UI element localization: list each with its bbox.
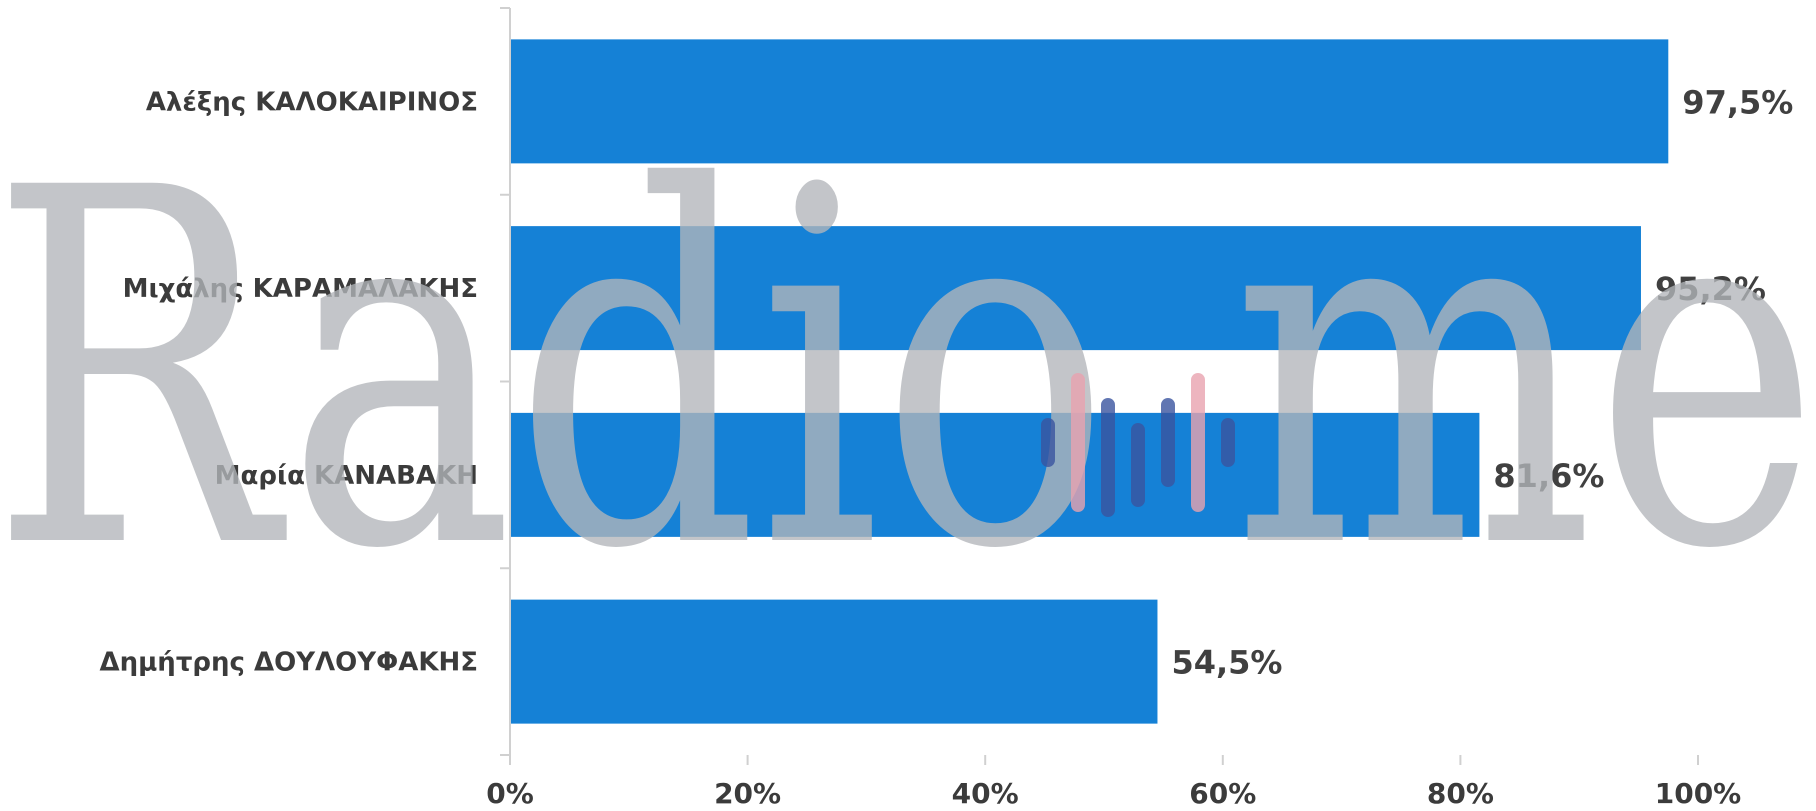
bar xyxy=(510,226,1641,351)
bar xyxy=(510,412,1480,537)
x-tick-label: 80% xyxy=(1427,777,1494,810)
watermark: Radio me xyxy=(0,85,1816,656)
labels-layer: Αλέξης ΚΑΛΟΚΑΙΡΙΝΟΣ 97,5% Μιχάλης ΚΑΡΑΜΑΛΑ… xyxy=(100,83,1794,810)
bars-layer xyxy=(510,39,1669,724)
value-label: 54,5% xyxy=(1171,644,1282,682)
watermark-logo-text: Radio me xyxy=(0,85,1816,656)
value-label: 95,2% xyxy=(1655,270,1766,308)
category-label: Μαρία ΚΑΝΑΒΑΚΗ xyxy=(215,461,478,491)
x-tick-label: 60% xyxy=(1189,777,1256,810)
bar xyxy=(510,39,1669,164)
x-tick-label: 100% xyxy=(1655,777,1742,810)
category-label: Δημήτρης ΔΟΥΛΟΥΦΑΚΗΣ xyxy=(100,648,478,678)
value-label: 97,5% xyxy=(1682,83,1793,121)
x-tick-label: 0% xyxy=(486,777,534,810)
category-label: Αλέξης ΚΑΛΟΚΑΙΡΙΝΟΣ xyxy=(146,87,478,117)
bar xyxy=(510,599,1158,724)
x-tick-label: 20% xyxy=(714,777,781,810)
x-tick-label: 40% xyxy=(952,777,1019,810)
value-label: 81,6% xyxy=(1493,457,1604,495)
equalizer-icon xyxy=(1041,373,1235,517)
category-label: Μιχάλης ΚΑΡΑΜΑΛΑΚΗΣ xyxy=(123,274,478,304)
axis-layer xyxy=(500,7,1699,765)
